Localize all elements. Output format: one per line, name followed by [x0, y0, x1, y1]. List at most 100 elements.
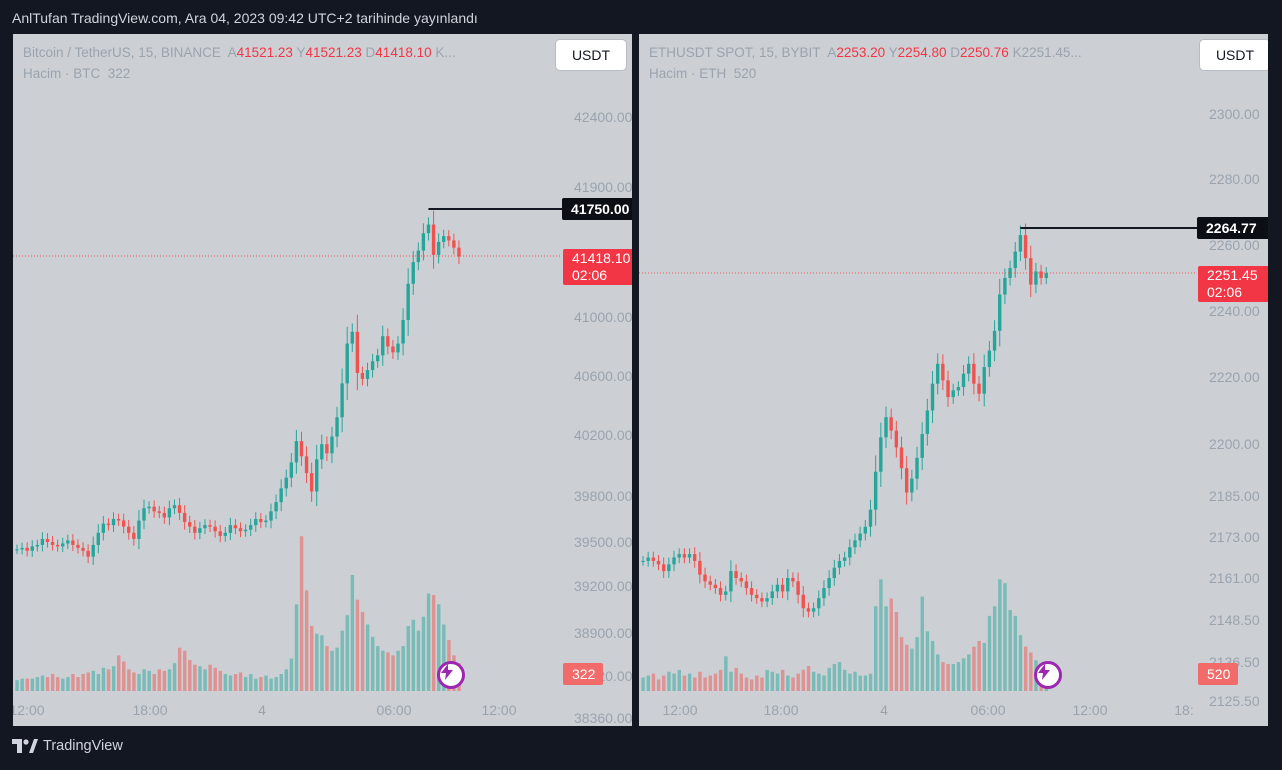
candle-body: [101, 523, 106, 533]
candle: [729, 560, 733, 603]
btc-chart-pane[interactable]: 42400.00 41900.00 41000.00 40600.00 40200.00…: [13, 34, 632, 726]
candle-body: [739, 578, 743, 582]
candle: [228, 517, 233, 541]
candle-body: [765, 598, 769, 602]
candle: [421, 223, 426, 261]
volume-tag-label: 322: [572, 666, 596, 682]
candle: [238, 522, 243, 538]
candle-body: [992, 330, 997, 351]
candle: [213, 520, 217, 538]
candle-body: [188, 522, 192, 527]
y-tick-label: 2148.50: [1209, 612, 1260, 628]
brand-name: TradingView: [43, 738, 123, 754]
candle: [274, 494, 278, 520]
eth-chart-pane[interactable]: 2300.00 2280.00 2260.00 2240.00 2220.00 2200.…: [639, 34, 1268, 726]
btc-low-value: 41418.10: [375, 45, 432, 60]
candle: [401, 308, 405, 356]
btc-chart-svg[interactable]: 42400.00 41900.00 41000.00 40600.00 40200.00…: [13, 34, 632, 726]
y-tick-label: 2280.00: [1209, 171, 1260, 187]
eth-currency-button[interactable]: USDT: [1199, 39, 1268, 71]
candle: [1044, 267, 1048, 285]
volume-bar: [884, 606, 888, 691]
volume-tag-label: 520: [1207, 666, 1231, 682]
candle-body: [182, 512, 187, 523]
y-tick-label: 2260.00: [1209, 237, 1260, 253]
eth-chart-svg[interactable]: 2300.00 2280.00 2260.00 2240.00 2220.00 2200.…: [639, 34, 1268, 726]
candle-body: [86, 550, 90, 557]
volume-bar: [101, 667, 106, 691]
volume-bar: [167, 669, 172, 691]
candle-body: [667, 564, 671, 572]
x-tick-label: 4: [258, 702, 266, 718]
volume-bar: [391, 655, 395, 691]
volume-bar: [157, 669, 162, 691]
volume-bar: [61, 678, 65, 691]
candle: [703, 567, 707, 589]
candle-body: [920, 433, 924, 458]
lightning-bolt-icon[interactable]: [437, 661, 465, 689]
volume-bar: [71, 673, 75, 691]
btc-close-label: K...: [435, 45, 456, 60]
volume-bar: [381, 650, 385, 691]
x-tick-label: 12:00: [662, 702, 697, 718]
candle-body: [1008, 268, 1012, 278]
candle-body: [238, 528, 243, 532]
candle-body: [1013, 251, 1017, 269]
candle-body: [884, 417, 888, 438]
candle: [765, 592, 769, 608]
candle: [992, 320, 997, 362]
volume-bar: [86, 672, 90, 691]
candle: [142, 499, 146, 530]
btc-currency-button[interactable]: USDT: [555, 39, 627, 71]
candle: [15, 544, 19, 555]
candle: [915, 446, 919, 490]
candle-body: [233, 525, 238, 529]
candle: [279, 479, 283, 512]
candle: [667, 557, 671, 578]
volume-bar: [894, 612, 899, 691]
volume-bar: [822, 675, 826, 691]
candle: [309, 462, 314, 502]
footer-brand: TradingView: [12, 738, 123, 754]
candle-body: [770, 591, 774, 599]
candle-body: [848, 547, 852, 558]
candle-body: [309, 473, 314, 492]
candle-body: [641, 560, 645, 562]
candle-body: [320, 444, 324, 460]
volume-bar: [340, 630, 344, 691]
candle-body: [775, 584, 780, 592]
volume-bar: [868, 673, 873, 691]
candle: [1008, 260, 1012, 286]
candle-body: [780, 584, 785, 592]
volume-bar: [355, 599, 360, 691]
candle: [350, 323, 354, 352]
volume-bar: [698, 671, 702, 691]
volume-bar: [827, 667, 831, 691]
candle: [452, 233, 456, 255]
x-tick-label: 18:00: [132, 702, 167, 718]
candle: [223, 526, 227, 542]
candle-body: [370, 361, 375, 371]
candle: [987, 341, 992, 377]
candle: [967, 356, 971, 382]
candle: [172, 499, 177, 515]
candle: [127, 519, 131, 540]
volume-bar: [20, 678, 24, 691]
candle: [837, 554, 842, 575]
volume-bar: [812, 671, 816, 691]
candle-body: [853, 540, 857, 548]
volume-bar: [693, 677, 697, 691]
candle: [132, 526, 136, 546]
candle: [863, 519, 868, 541]
volume-bar: [662, 675, 666, 691]
candle-body: [806, 608, 811, 612]
lightning-bolt-icon[interactable]: [1034, 661, 1062, 689]
volume-bar: [198, 666, 202, 691]
volume-bar: [853, 671, 857, 691]
eth-close-label: K2251.45...: [1012, 45, 1082, 60]
y-tick-label: 2300.00: [1209, 106, 1260, 122]
volume-bar: [889, 598, 893, 691]
volume-bar: [744, 677, 749, 691]
high-marker-label: 41750.00: [571, 201, 630, 217]
candle: [71, 534, 75, 551]
